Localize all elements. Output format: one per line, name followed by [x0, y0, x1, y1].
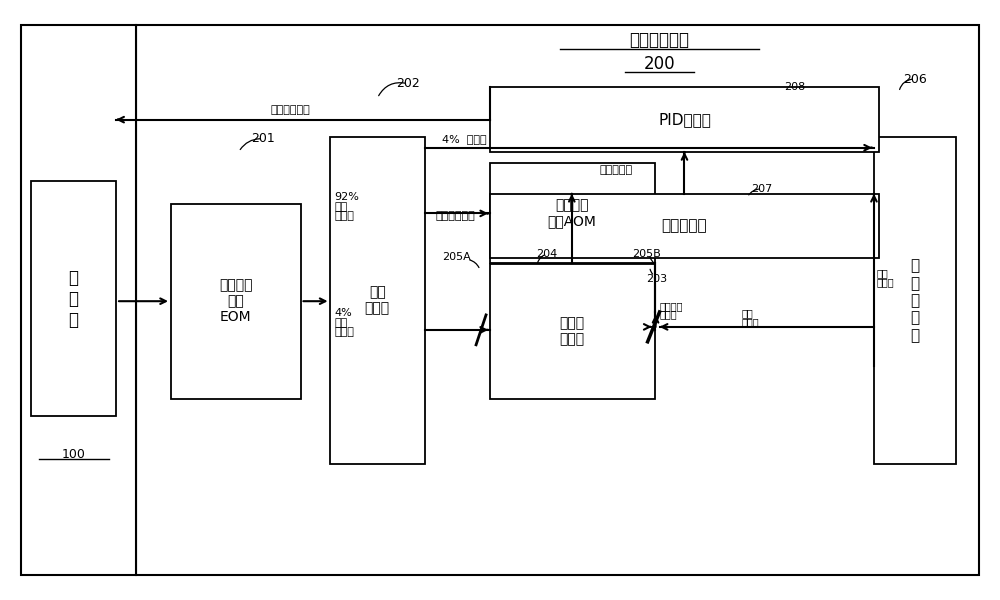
Text: 锁相放大器: 锁相放大器 — [662, 218, 707, 233]
Text: 204: 204 — [536, 249, 557, 259]
Text: 92%: 92% — [334, 192, 359, 202]
Text: 207: 207 — [751, 184, 772, 194]
Bar — [21, 25, 136, 575]
Text: 初始: 初始 — [334, 317, 348, 328]
Bar — [136, 25, 979, 575]
Text: 光
电
探
测
器: 光 电 探 测 器 — [910, 258, 919, 343]
Text: 三路
分束镜: 三路 分束镜 — [365, 286, 390, 316]
Bar — [490, 264, 655, 398]
Text: 205A: 205A — [442, 252, 470, 262]
Bar — [490, 194, 879, 258]
Bar — [330, 137, 425, 464]
Bar — [490, 88, 879, 152]
Text: 初始: 初始 — [334, 202, 348, 212]
Bar — [31, 181, 116, 416]
Text: 206: 206 — [903, 73, 927, 86]
Text: 第二调制信号: 第二调制信号 — [435, 211, 475, 221]
Text: 探测光: 探测光 — [741, 317, 759, 327]
Text: 100: 100 — [61, 448, 85, 461]
Text: 202: 202 — [396, 77, 420, 91]
Text: PID控制器: PID控制器 — [658, 112, 711, 127]
Text: 声光调制
组件AOM: 声光调制 组件AOM — [547, 198, 596, 228]
Bar — [490, 163, 655, 263]
Text: 电光调制
组件
EOM: 电光调制 组件 EOM — [219, 278, 252, 325]
Text: 205B: 205B — [632, 249, 661, 259]
Text: 探测: 探测 — [877, 268, 889, 278]
Text: 电信号: 电信号 — [877, 277, 895, 287]
Text: 声光调制: 声光调制 — [660, 301, 683, 311]
Text: 探测光: 探测光 — [334, 326, 354, 337]
Text: 误差电信号: 误差电信号 — [600, 165, 633, 175]
Bar — [874, 137, 956, 464]
Text: 激
光
器: 激 光 器 — [68, 269, 78, 329]
Text: 4%: 4% — [334, 308, 352, 318]
Text: 激光稳频装置: 激光稳频装置 — [630, 31, 690, 49]
Bar — [171, 205, 301, 398]
Text: 201: 201 — [251, 132, 275, 145]
Text: 203: 203 — [646, 274, 667, 284]
Text: 调制: 调制 — [741, 308, 753, 318]
Text: 泵浦光: 泵浦光 — [660, 310, 677, 319]
Text: 碘分子
蒸气池: 碘分子 蒸气池 — [559, 316, 584, 346]
Text: 泵浦光: 泵浦光 — [334, 211, 354, 221]
Text: 4%  参考光: 4% 参考光 — [442, 134, 487, 144]
Text: 200: 200 — [644, 55, 675, 73]
Text: 208: 208 — [785, 82, 806, 92]
Text: 锁频控制信号: 锁频控制信号 — [271, 105, 310, 115]
